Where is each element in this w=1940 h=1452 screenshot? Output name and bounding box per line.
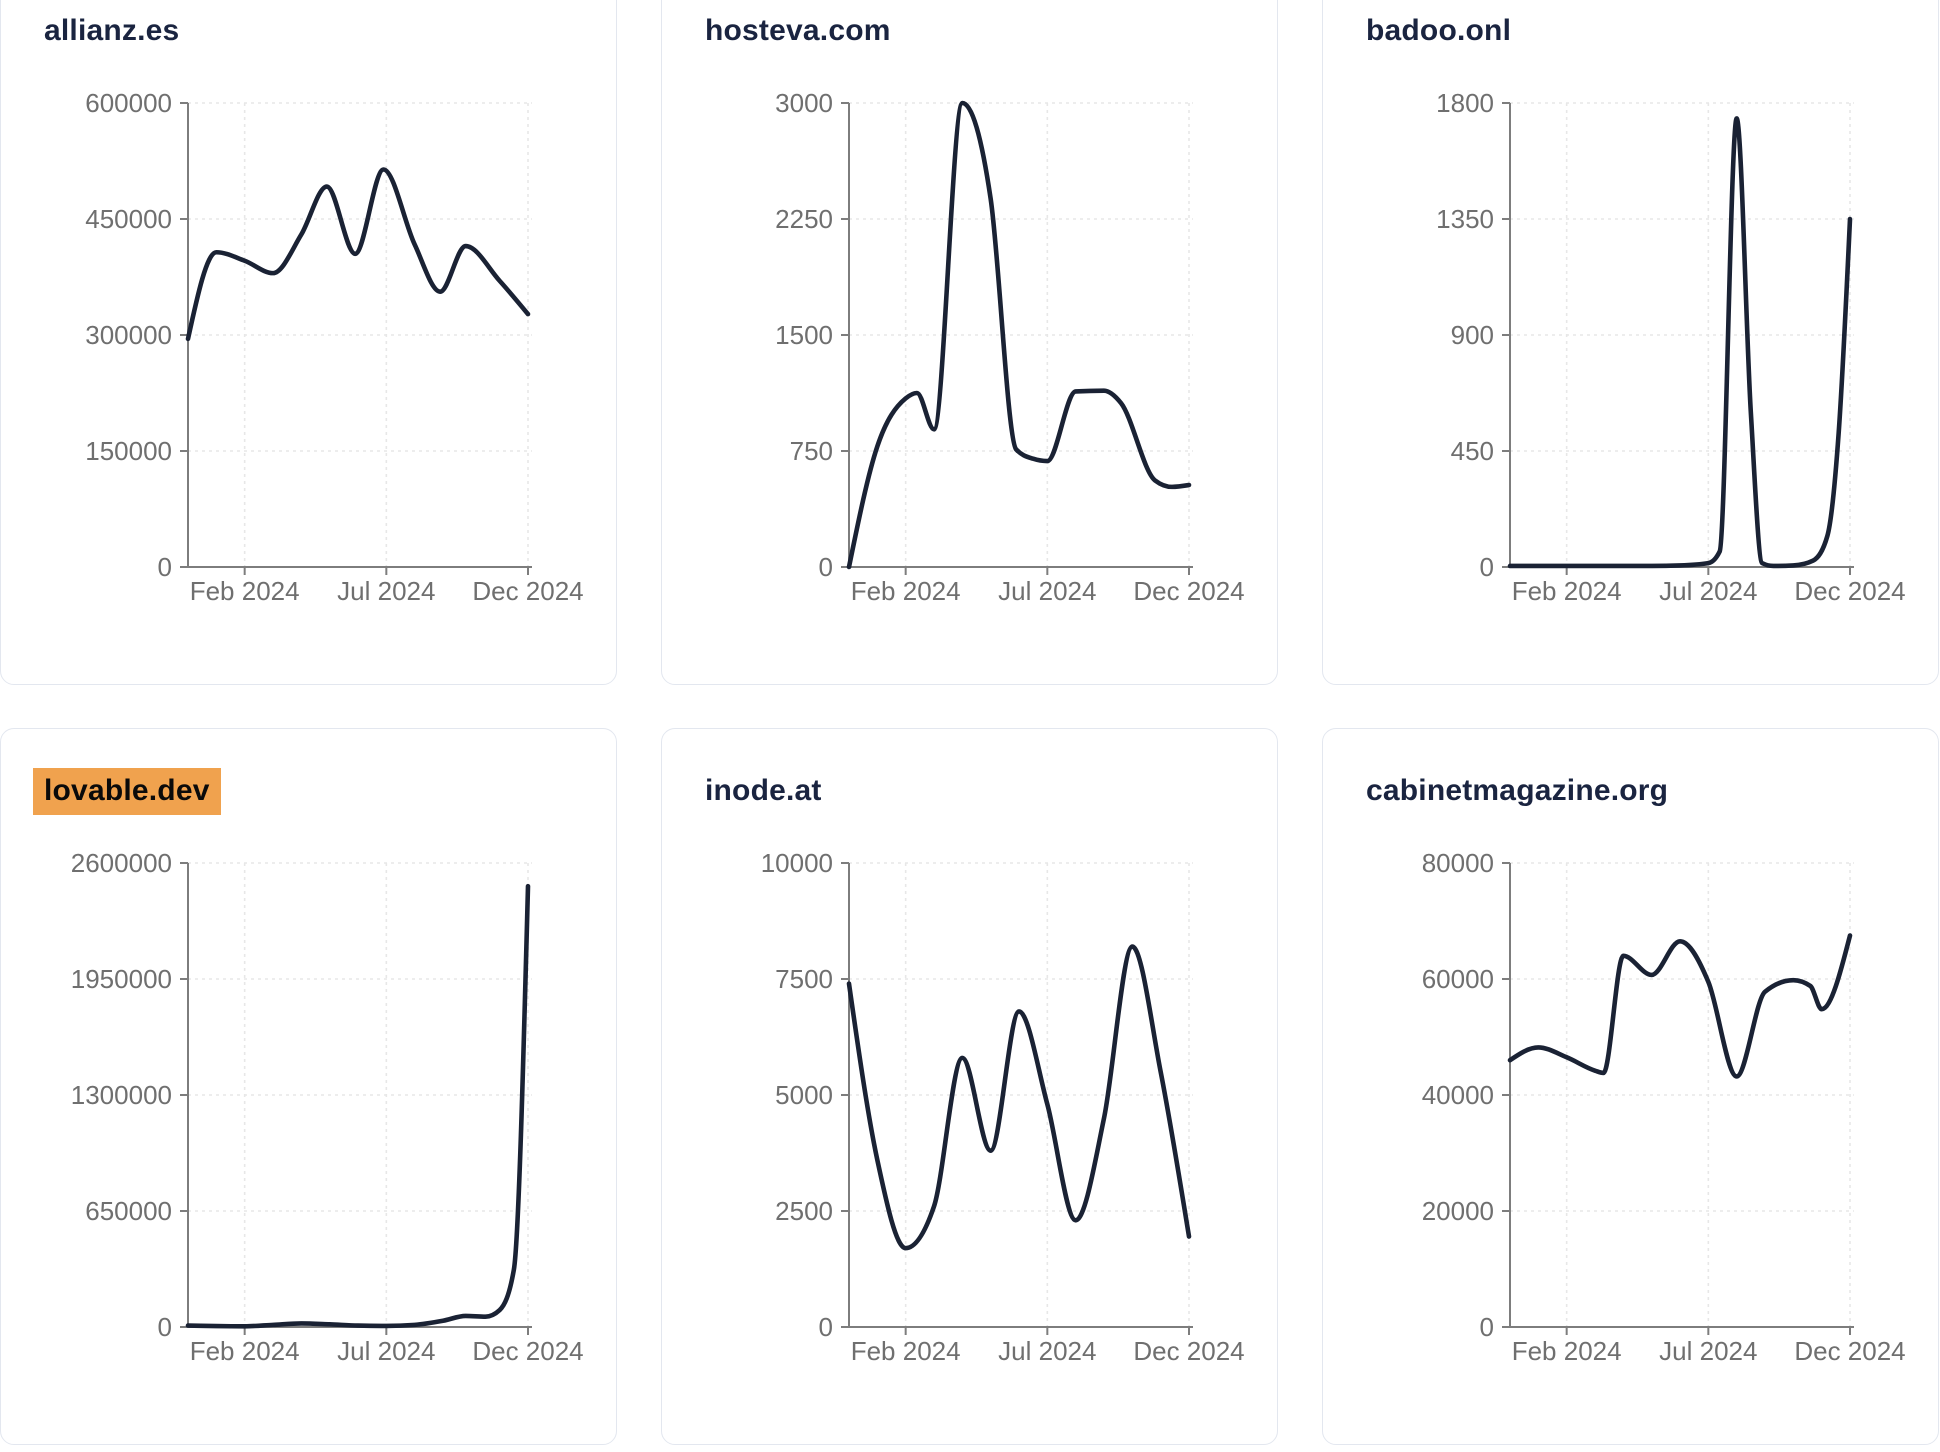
svg-text:450: 450 [1451, 436, 1494, 466]
svg-text:Jul 2024: Jul 2024 [337, 1336, 435, 1366]
svg-text:7500: 7500 [775, 964, 833, 994]
svg-text:1350: 1350 [1436, 204, 1494, 234]
svg-text:Dec 2024: Dec 2024 [1133, 576, 1244, 606]
svg-text:150000: 150000 [85, 436, 172, 466]
svg-text:1800: 1800 [1436, 88, 1494, 118]
chart-title-text: allianz.es [44, 14, 180, 47]
svg-text:1950000: 1950000 [71, 964, 172, 994]
line-chart: 0 20000 40000 60000 80000 Feb 2024 Jul 2024 Dec… [1422, 848, 1906, 1366]
svg-text:650000: 650000 [85, 1196, 172, 1226]
chart-title-text: inode.at [705, 774, 822, 807]
chart-title: inode.at [705, 776, 822, 806]
svg-text:Jul 2024: Jul 2024 [998, 1336, 1096, 1366]
svg-text:Dec 2024: Dec 2024 [1133, 1336, 1244, 1366]
svg-text:Jul 2024: Jul 2024 [1659, 576, 1757, 606]
svg-text:0: 0 [819, 552, 833, 582]
svg-text:0: 0 [158, 552, 172, 582]
chart-card-badoo-onl[interactable]: badoo.onl 0 450 900 1350 1800 Feb 2024 Jul 202… [1322, 0, 1939, 685]
svg-text:20000: 20000 [1422, 1196, 1494, 1226]
svg-text:2250: 2250 [775, 204, 833, 234]
svg-text:Dec 2024: Dec 2024 [472, 576, 583, 606]
svg-text:10000: 10000 [761, 848, 833, 878]
chart-title-text: cabinetmagazine.org [1366, 774, 1669, 807]
line-chart: 0 750 1500 2250 3000 Feb 2024 Jul 2024 Dec 2024 [775, 88, 1245, 606]
svg-text:0: 0 [1480, 552, 1494, 582]
chart-title-text: badoo.onl [1366, 14, 1512, 47]
chart-title-highlight: lovable.dev [33, 768, 221, 815]
svg-text:1300000: 1300000 [71, 1080, 172, 1110]
svg-text:1500: 1500 [775, 320, 833, 350]
svg-text:750: 750 [790, 436, 833, 466]
svg-text:5000: 5000 [775, 1080, 833, 1110]
svg-text:0: 0 [819, 1312, 833, 1342]
chart-title: cabinetmagazine.org [1366, 776, 1668, 806]
svg-text:Feb 2024: Feb 2024 [190, 576, 300, 606]
svg-text:600000: 600000 [85, 88, 172, 118]
svg-text:450000: 450000 [85, 204, 172, 234]
svg-text:Jul 2024: Jul 2024 [998, 576, 1096, 606]
chart-title: hosteva.com [705, 16, 891, 46]
svg-text:900: 900 [1451, 320, 1494, 350]
svg-text:2600000: 2600000 [71, 848, 172, 878]
svg-text:40000: 40000 [1422, 1080, 1494, 1110]
svg-text:Dec 2024: Dec 2024 [1794, 576, 1905, 606]
line-chart: 0 650000 1300000 1950000 2600000 Feb 2024 Jul … [71, 848, 584, 1366]
svg-text:0: 0 [1480, 1312, 1494, 1342]
svg-text:Feb 2024: Feb 2024 [851, 576, 961, 606]
chart-card-allianz-es[interactable]: allianz.es 0 150000 300000 450000 600000 Feb … [0, 0, 617, 685]
chart-card-hosteva-com[interactable]: hosteva.com 0 750 1500 2250 3000 Feb 2024 Jul … [661, 0, 1278, 685]
line-chart: 0 2500 5000 7500 10000 Feb 2024 Jul 2024 Dec 20… [761, 848, 1245, 1366]
svg-text:Feb 2024: Feb 2024 [851, 1336, 961, 1366]
svg-text:Jul 2024: Jul 2024 [337, 576, 435, 606]
chart-title-text: hosteva.com [705, 14, 891, 47]
line-chart: 0 450 900 1350 1800 Feb 2024 Jul 2024 Dec 2024 [1436, 88, 1906, 606]
chart-title: badoo.onl [1366, 16, 1511, 46]
svg-text:0: 0 [158, 1312, 172, 1342]
svg-text:Jul 2024: Jul 2024 [1659, 1336, 1757, 1366]
line-chart: 0 150000 300000 450000 600000 Feb 2024 Jul 202… [85, 88, 583, 606]
svg-text:80000: 80000 [1422, 848, 1494, 878]
svg-text:Feb 2024: Feb 2024 [1512, 1336, 1622, 1366]
svg-text:Feb 2024: Feb 2024 [1512, 576, 1622, 606]
chart-card-cabinetmagazine-org[interactable]: cabinetmagazine.org 0 20000 40000 60000 8000… [1322, 728, 1939, 1445]
svg-text:2500: 2500 [775, 1196, 833, 1226]
svg-text:Feb 2024: Feb 2024 [190, 1336, 300, 1366]
chart-title: lovable.dev [33, 768, 221, 815]
svg-text:3000: 3000 [775, 88, 833, 118]
chart-card-lovable-dev[interactable]: lovable.dev 0 650000 1300000 1950000 2600000… [0, 728, 617, 1445]
svg-text:60000: 60000 [1422, 964, 1494, 994]
svg-text:300000: 300000 [85, 320, 172, 350]
svg-text:Dec 2024: Dec 2024 [472, 1336, 583, 1366]
chart-card-inode-at[interactable]: inode.at 0 2500 5000 7500 10000 Feb 2024 Jul 2… [661, 728, 1278, 1445]
chart-title: allianz.es [44, 16, 179, 46]
svg-text:Dec 2024: Dec 2024 [1794, 1336, 1905, 1366]
